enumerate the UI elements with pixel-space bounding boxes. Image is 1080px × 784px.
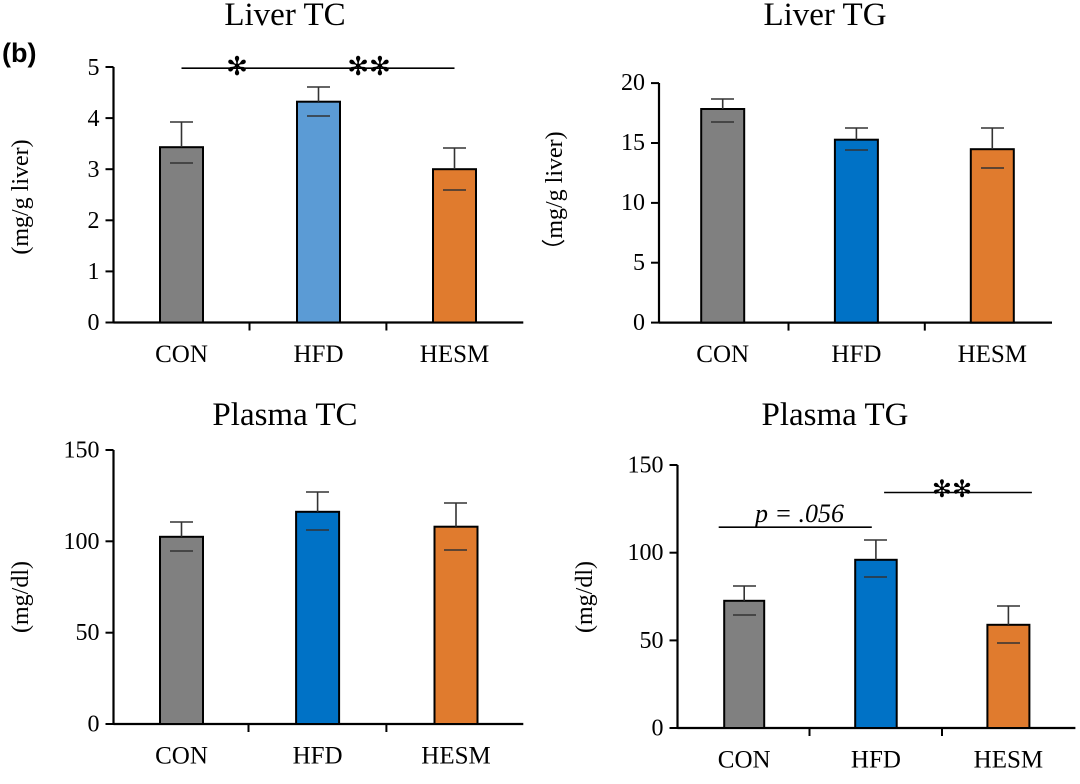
svg-text:10: 10 [621, 190, 645, 216]
svg-text:（mg/g liver): （mg/g liver) [542, 131, 568, 262]
svg-text:HFD: HFD [293, 341, 343, 368]
svg-text:(mg/dl): (mg/dl) [8, 561, 34, 633]
svg-text:1: 1 [88, 259, 100, 285]
svg-text:HESM: HESM [974, 747, 1043, 774]
svg-text:100: 100 [628, 540, 664, 566]
svg-text:CON: CON [155, 743, 208, 770]
svg-text:50: 50 [76, 620, 100, 646]
svg-text:2: 2 [88, 208, 100, 234]
svg-text:CON: CON [696, 341, 749, 368]
svg-text:HESM: HESM [420, 341, 489, 368]
svg-text:✻: ✻ [226, 52, 248, 81]
svg-text:0: 0 [88, 712, 100, 738]
svg-text:3: 3 [88, 157, 100, 183]
svg-text:20: 20 [621, 70, 645, 96]
svg-text:HESM: HESM [958, 341, 1027, 368]
svg-text:(mg/dl): (mg/dl) [572, 561, 598, 633]
svg-text:CON: CON [155, 341, 208, 368]
svg-text:p = .056: p = .056 [753, 499, 844, 528]
svg-text:5: 5 [633, 250, 645, 276]
svg-text:(mg/g liver): (mg/g liver) [8, 139, 34, 254]
svg-text:0: 0 [652, 716, 664, 742]
svg-text:✻✻: ✻✻ [347, 52, 391, 81]
svg-text:150: 150 [628, 453, 664, 479]
svg-text:HFD: HFD [293, 743, 343, 770]
svg-text:0: 0 [88, 310, 100, 336]
svg-text:HFD: HFD [851, 747, 901, 774]
svg-text:150: 150 [64, 438, 100, 464]
svg-text:HFD: HFD [831, 341, 881, 368]
svg-text:Liver TC: Liver TC [224, 0, 345, 33]
svg-text:✻✻: ✻✻ [932, 477, 972, 503]
svg-text:0: 0 [633, 310, 645, 336]
svg-text:4: 4 [88, 106, 100, 132]
svg-text:Plasma TC: Plasma TC [212, 400, 357, 433]
svg-text:5: 5 [88, 55, 100, 81]
svg-text:Liver TG: Liver TG [763, 0, 886, 33]
svg-text:50: 50 [640, 628, 664, 654]
svg-text:CON: CON [718, 747, 771, 774]
svg-text:100: 100 [64, 529, 100, 555]
svg-text:Plasma TG: Plasma TG [762, 400, 909, 433]
svg-text:HESM: HESM [421, 743, 490, 770]
svg-text:15: 15 [621, 130, 645, 156]
